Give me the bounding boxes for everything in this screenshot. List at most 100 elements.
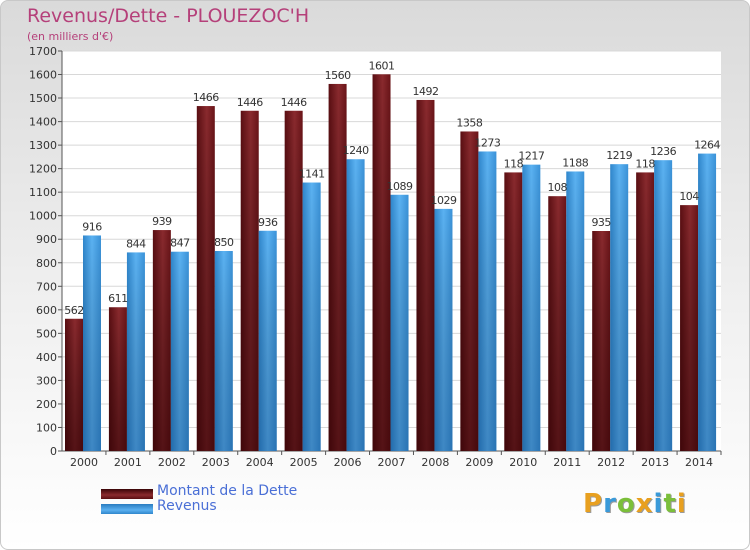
y-tick-label: 700 <box>36 280 57 293</box>
y-tick-label: 200 <box>36 398 57 411</box>
bar-dette-shade <box>680 205 699 451</box>
bar-revenus-shade <box>346 159 365 451</box>
data-label: 1492 <box>412 85 438 98</box>
data-label: 939 <box>152 215 172 228</box>
logo-letter: o <box>616 489 636 519</box>
bar-revenus-shade <box>214 251 233 451</box>
bar-revenus-shade <box>83 235 101 451</box>
bar-dette-shade <box>372 74 391 451</box>
legend-swatch-revenus <box>101 504 153 514</box>
y-tick-label: 1300 <box>29 139 57 152</box>
bar-dette-shade <box>460 131 479 451</box>
data-label: 1466 <box>193 91 219 104</box>
data-label: 1446 <box>237 96 263 109</box>
data-label: 1236 <box>650 145 676 158</box>
y-tick-label: 1200 <box>29 163 57 176</box>
y-tick-label: 1600 <box>29 69 57 82</box>
x-tick-label: 2008 <box>421 456 449 469</box>
x-tick-label: 2004 <box>246 456 274 469</box>
y-tick-label: 800 <box>36 257 57 270</box>
legend-label-revenus: Revenus <box>157 498 217 514</box>
data-label: 1446 <box>281 96 307 109</box>
bar-revenus-shade <box>390 194 409 451</box>
data-label: 104 <box>679 190 699 203</box>
bar-revenus-shade <box>566 171 585 451</box>
legend-label-dette: Montant de la Dette <box>157 483 298 499</box>
bar-dette-shade <box>196 106 215 451</box>
legend-swatch-dette <box>101 489 153 499</box>
data-label: 1141 <box>299 168 325 181</box>
y-tick-label: 0 <box>50 445 57 458</box>
bar-dette-shade <box>152 230 171 451</box>
bar-revenus-shade <box>654 160 673 452</box>
bar-revenus-shade <box>258 230 277 451</box>
y-tick-label: 1400 <box>29 116 57 129</box>
data-label: 936 <box>258 216 278 229</box>
y-tick-label: 1100 <box>29 186 57 199</box>
x-tick-label: 2000 <box>70 456 98 469</box>
bar-dette-shade <box>592 231 611 451</box>
bar-dette-shade <box>504 172 523 452</box>
data-label: 108 <box>548 181 568 194</box>
logo-letter: t <box>663 489 677 519</box>
bar-revenus-shade <box>610 164 629 452</box>
y-tick-label: 500 <box>36 327 57 340</box>
bar-revenus-shade <box>126 252 145 451</box>
data-label: 1273 <box>474 136 500 149</box>
bar-dette-shade <box>284 110 303 451</box>
data-label: 1217 <box>518 150 544 163</box>
x-tick-label: 2007 <box>378 456 406 469</box>
bar-revenus-shade <box>170 251 189 451</box>
x-tick-label: 2013 <box>641 456 669 469</box>
x-tick-label: 2014 <box>685 456 713 469</box>
data-label: 611 <box>108 292 128 305</box>
y-tick-label: 1500 <box>29 92 57 105</box>
y-tick-label: 300 <box>36 374 57 387</box>
bar-revenus-shade <box>522 164 541 451</box>
y-tick-label: 600 <box>36 304 57 317</box>
x-tick-label: 2006 <box>334 456 362 469</box>
data-label: 847 <box>170 237 190 250</box>
x-tick-label: 2011 <box>553 456 581 469</box>
data-label: 916 <box>82 220 102 233</box>
bar-revenus-shade <box>434 208 453 451</box>
x-tick-label: 2009 <box>465 456 493 469</box>
data-label: 1358 <box>456 116 482 129</box>
y-tick-label: 100 <box>36 421 57 434</box>
bar-dette-shade <box>108 307 127 451</box>
x-tick-label: 2012 <box>597 456 625 469</box>
logo-letter: i <box>676 489 687 519</box>
data-label: 1029 <box>430 194 456 207</box>
data-label: 118 <box>504 157 524 170</box>
data-label: 1188 <box>562 156 588 169</box>
bar-dette-shade <box>328 83 347 452</box>
data-label: 844 <box>126 237 146 250</box>
bar-revenus-shade <box>302 182 321 451</box>
data-label: 1089 <box>387 180 413 193</box>
logo-letter: x <box>635 489 654 519</box>
chart-subtitle: (en milliers d'€) <box>27 30 114 43</box>
logo-letter: P <box>583 489 604 519</box>
bar-revenus-shade <box>698 153 717 451</box>
y-tick-label: 400 <box>36 351 57 364</box>
data-label: 562 <box>64 304 84 317</box>
data-label: 850 <box>214 236 234 249</box>
data-label: 1560 <box>325 69 351 82</box>
data-label: 118 <box>635 157 655 170</box>
data-label: 1240 <box>343 144 369 157</box>
bar-revenus-shade <box>478 151 497 451</box>
logo-letter: i <box>653 489 664 519</box>
x-tick-label: 2005 <box>290 456 318 469</box>
y-tick-label: 900 <box>36 233 57 246</box>
logo-letter: r <box>603 489 617 519</box>
x-tick-label: 2002 <box>158 456 186 469</box>
y-tick-label: 1700 <box>29 45 57 58</box>
data-label: 1264 <box>694 139 720 152</box>
y-tick-label: 1000 <box>29 210 57 223</box>
bar-dette-shade <box>65 318 83 451</box>
proxiti-logo: Proxiti <box>583 489 687 519</box>
data-label: 1219 <box>606 149 632 162</box>
x-tick-label: 2003 <box>202 456 230 469</box>
